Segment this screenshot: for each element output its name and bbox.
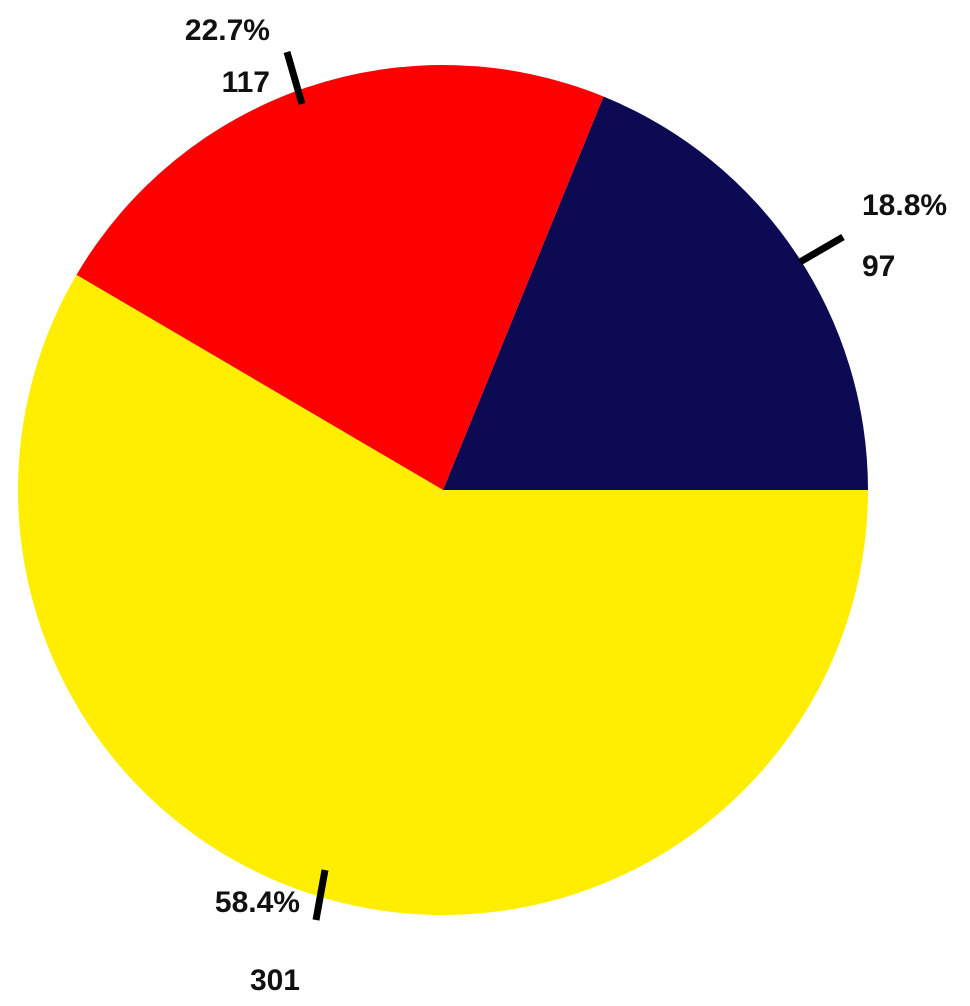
count-label-97: 97 [862, 250, 895, 283]
percent-label-117: 22.7% [185, 14, 270, 47]
pie-slice-117 [76, 65, 604, 490]
count-label-117: 117 [222, 66, 270, 99]
pie-slice-97 [443, 96, 868, 491]
leader-line-97 [798, 233, 845, 266]
percent-label-301: 58.4% [215, 886, 300, 919]
slice-labels: 18.8% 97 22.7% 117 58.4% 301 [185, 14, 947, 997]
count-label-301: 301 [250, 964, 300, 997]
leader-line-301 [312, 869, 329, 921]
leader-line-117 [283, 51, 306, 105]
pie-slices [18, 65, 869, 916]
percent-label-97: 18.8% [862, 189, 947, 222]
leader-lines [283, 51, 845, 921]
pie-slice-301 [18, 274, 869, 916]
